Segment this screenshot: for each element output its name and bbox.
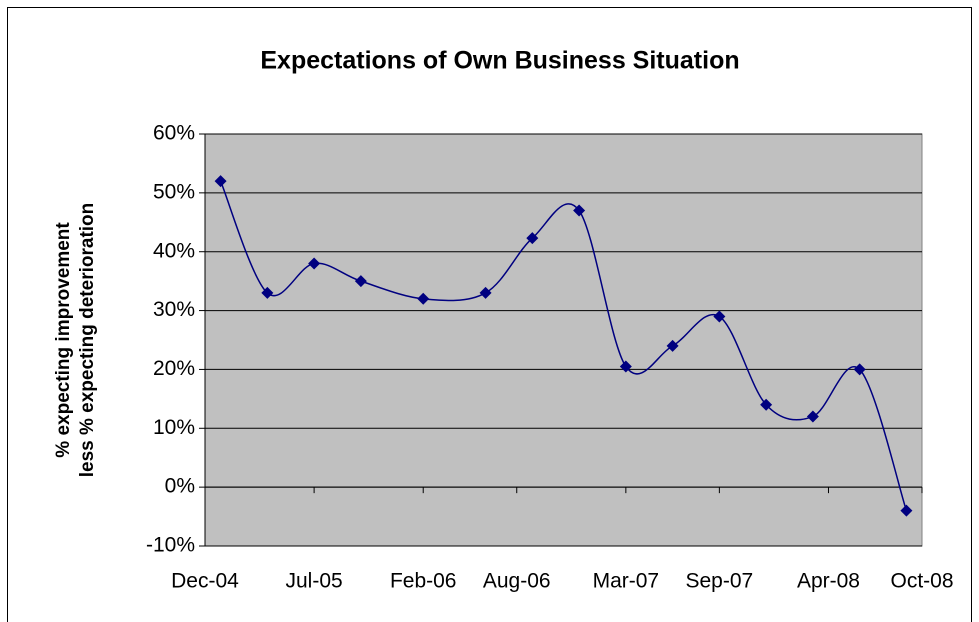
x-tick-label: Dec-04 — [171, 570, 239, 593]
marker — [806, 410, 819, 423]
marker — [853, 363, 866, 376]
marker — [900, 504, 913, 517]
y-axis-label-line: less % expecting deterioration — [77, 203, 98, 478]
marker — [308, 257, 321, 270]
marker — [354, 275, 367, 288]
x-tick-label: Apr-08 — [797, 570, 860, 593]
y-tick-label: 50% — [153, 180, 195, 203]
y-axis-label-line: % expecting improvement — [53, 222, 74, 458]
x-tick-label: Feb-06 — [390, 570, 457, 593]
marker — [417, 292, 430, 305]
marker — [526, 232, 539, 245]
marker — [713, 310, 726, 323]
x-tick-label: Oct-08 — [890, 570, 953, 593]
plot-area — [204, 133, 923, 547]
y-tick-label: 40% — [153, 239, 195, 262]
marker — [619, 360, 632, 373]
y-tick-label: 0% — [165, 475, 195, 498]
y-tick-label: -10% — [146, 534, 195, 557]
marker — [261, 286, 274, 299]
marker — [214, 175, 227, 188]
y-tick-label: 10% — [153, 416, 195, 439]
x-tick-label: Sep-07 — [686, 570, 754, 593]
marker — [573, 204, 586, 217]
y-axis-label: % expecting improvement less % expecting… — [53, 203, 98, 478]
x-tick-label: Aug-06 — [483, 570, 551, 593]
y-tick-label: 60% — [153, 122, 195, 145]
chart-title: Expectations of Own Business Situation — [260, 47, 739, 75]
x-tick-label: Jul-05 — [286, 570, 343, 593]
marker — [760, 398, 773, 411]
marker — [666, 339, 679, 352]
chart-border — [7, 7, 972, 622]
y-tick-label: 30% — [153, 298, 195, 321]
x-tick-label: Mar-07 — [593, 570, 660, 593]
marker — [479, 286, 492, 299]
y-tick-label: 20% — [153, 357, 195, 380]
